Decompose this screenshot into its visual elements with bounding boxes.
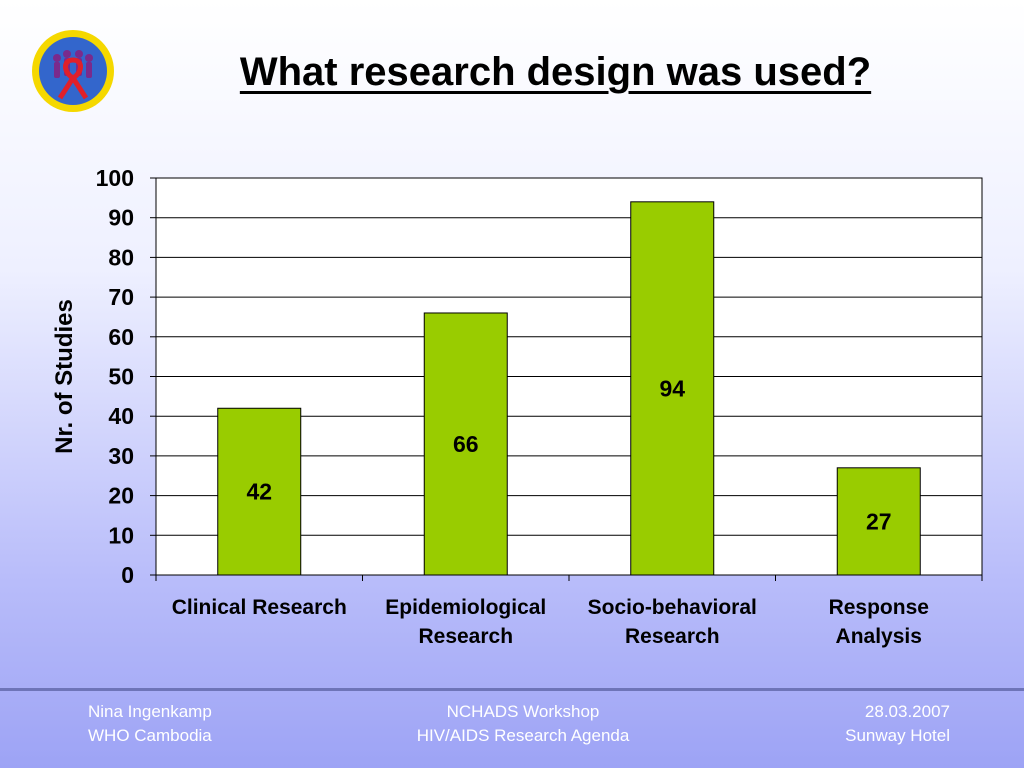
y-tick-label: 90	[108, 205, 134, 231]
y-tick-label: 80	[108, 244, 134, 270]
y-axis-title: Nr. of Studies	[51, 299, 78, 454]
slide-title: What research design was used?	[239, 50, 872, 94]
footer-event: NCHADS Workshop	[446, 702, 600, 721]
footer-organization: WHO Cambodia	[88, 726, 212, 745]
bar-3	[630, 201, 715, 576]
data-label: 94	[659, 375, 685, 401]
bar-2	[423, 312, 508, 576]
footer-venue: Sunway Hotel	[845, 726, 950, 745]
x-category-label: Research	[418, 625, 513, 648]
y-tick-label: 60	[108, 324, 134, 350]
x-category-label: Research	[625, 625, 720, 648]
x-category-label: Response	[829, 596, 929, 619]
footer-date: 28.03.2007	[864, 702, 950, 721]
organization-logo-emblem	[30, 28, 116, 114]
footer-left: Nina Ingenkamp WHO Cambodia	[88, 700, 212, 748]
y-tick-label: 100	[96, 165, 134, 191]
data-label: 42	[246, 479, 272, 505]
y-tick-label: 70	[108, 284, 134, 310]
x-category-label: Epidemiological	[385, 596, 546, 619]
bar-1	[217, 407, 302, 576]
x-category-label: Analysis	[836, 625, 922, 648]
footer-author: Nina Ingenkamp	[88, 702, 212, 721]
x-category-label: Clinical Research	[172, 596, 347, 619]
y-tick-label: 50	[108, 364, 134, 390]
data-label: 66	[453, 431, 479, 457]
data-label: 27	[866, 508, 892, 534]
y-tick-label: 30	[108, 443, 134, 469]
x-category-label: Socio-behavioral	[588, 596, 757, 619]
footer-center: NCHADS Workshop HIV/AIDS Research Agenda	[398, 700, 648, 748]
footer-right: 28.03.2007 Sunway Hotel	[800, 700, 950, 748]
footer-subtitle: HIV/AIDS Research Agenda	[416, 726, 630, 745]
y-tick-label: 0	[121, 562, 134, 588]
y-tick-label: 10	[108, 522, 134, 548]
bar-4	[836, 467, 921, 576]
y-tick-label: 20	[108, 483, 134, 509]
y-tick-label: 40	[108, 403, 134, 429]
footer-divider	[0, 688, 1024, 691]
